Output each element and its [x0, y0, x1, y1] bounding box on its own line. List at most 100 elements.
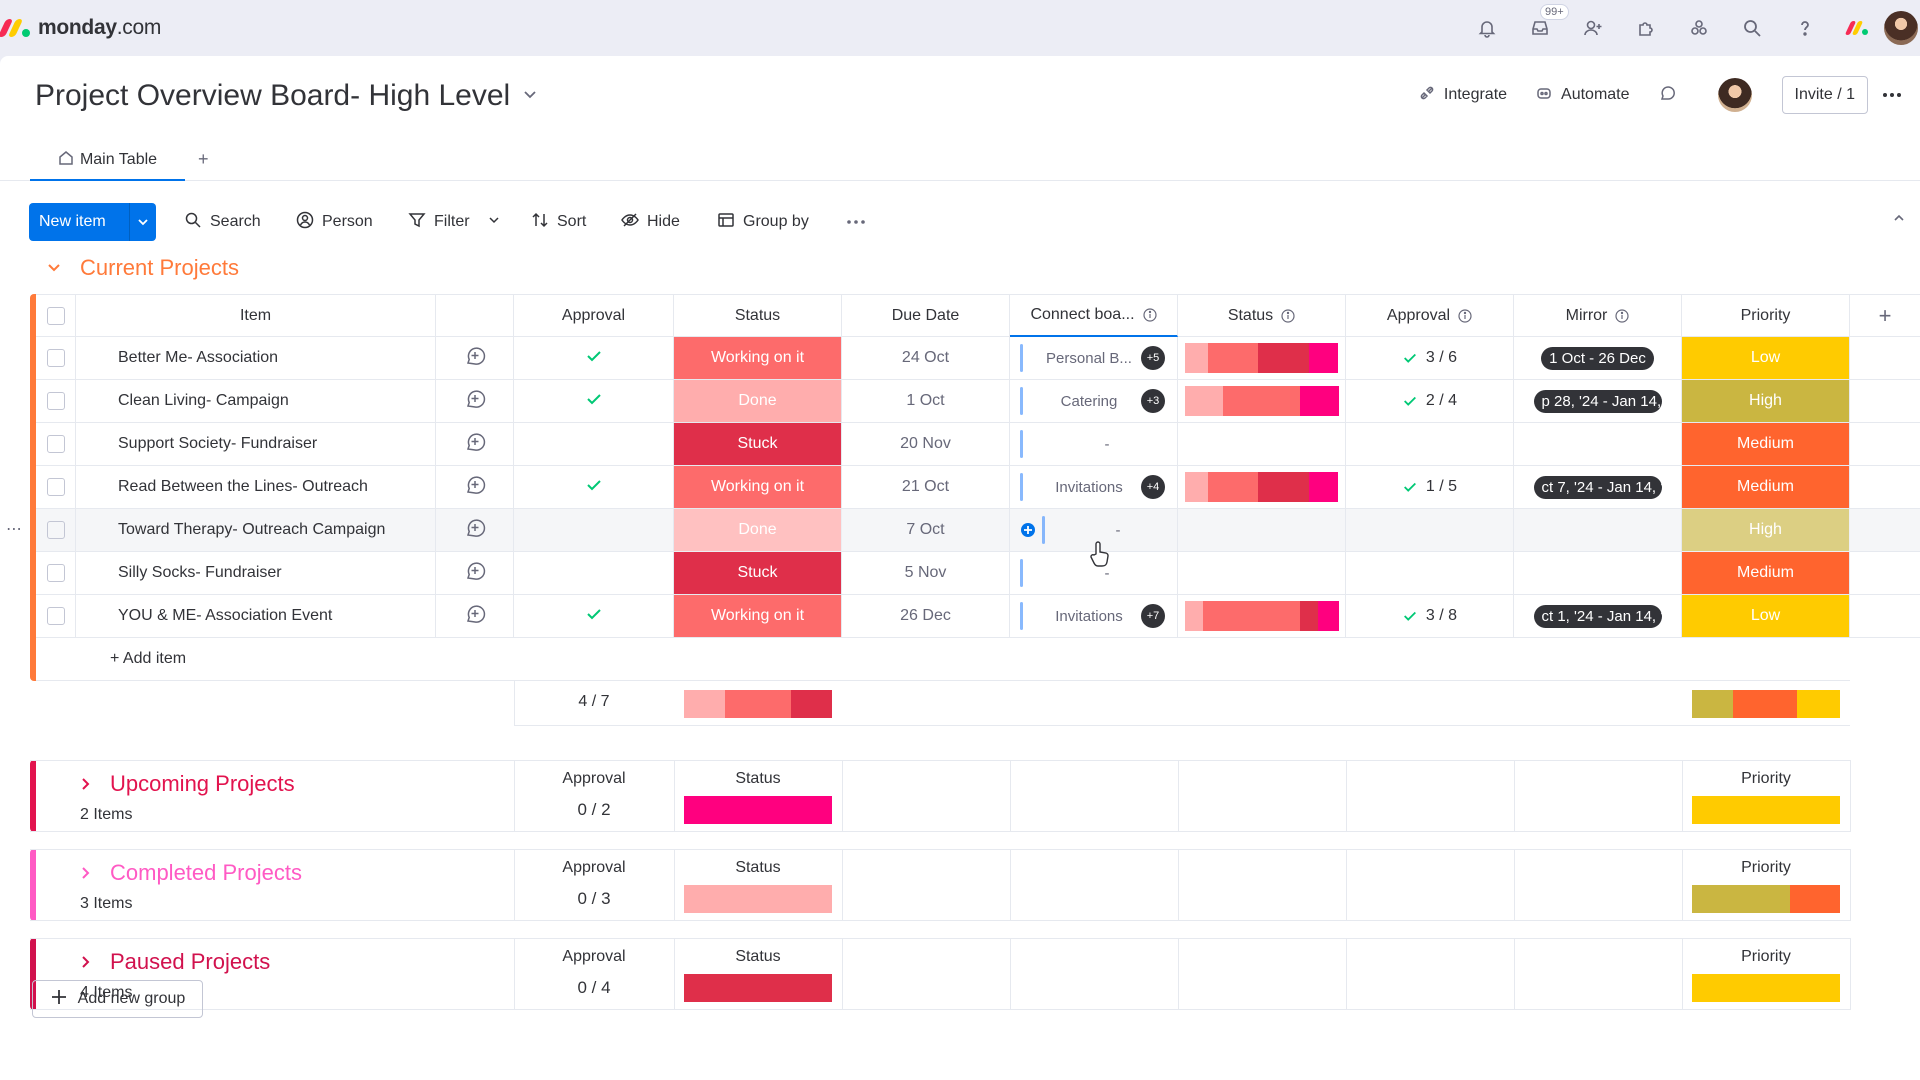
- row-checkbox[interactable]: [46, 478, 65, 496]
- add-update-icon[interactable]: [464, 431, 486, 458]
- sort-button[interactable]: Sort: [531, 203, 586, 241]
- cell-priority[interactable]: Medium: [1682, 552, 1850, 595]
- cell-add[interactable]: [1850, 380, 1920, 423]
- cell-due[interactable]: 5 Nov: [842, 552, 1010, 595]
- row-checkbox[interactable]: [46, 435, 65, 453]
- column-header-approval2[interactable]: Approval: [1346, 294, 1514, 337]
- cell-connect[interactable]: -: [1010, 509, 1178, 552]
- chevron-down-icon[interactable]: [46, 255, 62, 281]
- cell-item[interactable]: Read Between the Lines- Outreach: [76, 466, 436, 509]
- item-name[interactable]: Silly Socks- Fundraiser: [118, 564, 282, 581]
- cell-item[interactable]: YOU & ME- Association Event: [76, 595, 436, 638]
- item-name[interactable]: Support Society- Fundraiser: [118, 435, 318, 452]
- cell-cb[interactable]: [36, 380, 76, 423]
- info-icon[interactable]: [1615, 308, 1629, 323]
- cell-mirror[interactable]: 1 Oct - 26 Dec: [1514, 337, 1682, 380]
- group-title[interactable]: Current Projects: [80, 255, 239, 280]
- cell-mirror[interactable]: [1514, 423, 1682, 466]
- person-filter-button[interactable]: Person: [296, 203, 373, 241]
- chevron-down-icon[interactable]: [522, 86, 538, 107]
- cell-priority[interactable]: High: [1682, 509, 1850, 552]
- cell-priority[interactable]: High: [1682, 380, 1850, 423]
- invite-button[interactable]: Invite / 1: [1781, 76, 1868, 114]
- more-options-icon[interactable]: [1882, 76, 1920, 114]
- cell-status2[interactable]: [1178, 337, 1346, 380]
- item-name[interactable]: Read Between the Lines- Outreach: [118, 478, 368, 495]
- monday-logo[interactable]: monday.com: [0, 16, 161, 40]
- group-header[interactable]: Paused Projects: [78, 949, 270, 975]
- cell-mirror[interactable]: p 28, '24 - Jan 14,: [1514, 380, 1682, 423]
- connected-item[interactable]: -: [1115, 521, 1121, 539]
- cell-upd[interactable]: [436, 423, 514, 466]
- cell-status[interactable]: Stuck: [674, 423, 842, 466]
- cell-item[interactable]: Better Me- Association: [76, 337, 436, 380]
- add-update-icon[interactable]: [464, 560, 486, 587]
- cell-upd[interactable]: [436, 337, 514, 380]
- cell-approval[interactable]: [514, 380, 674, 423]
- bell-icon[interactable]: [1460, 0, 1513, 56]
- chevron-right-icon[interactable]: [78, 777, 92, 791]
- cell-connect[interactable]: Invitations +7: [1010, 595, 1178, 638]
- collapse-header-icon[interactable]: [1892, 211, 1906, 230]
- cell-status[interactable]: Done: [674, 380, 842, 423]
- tab-main-table[interactable]: Main Table: [30, 141, 185, 181]
- cell-connect[interactable]: Catering +3: [1010, 380, 1178, 423]
- connected-count-badge[interactable]: +3: [1141, 389, 1165, 413]
- add-update-icon[interactable]: [464, 603, 486, 630]
- column-header-add[interactable]: +: [1850, 294, 1920, 337]
- add-new-group-button[interactable]: Add new group: [32, 980, 203, 1018]
- search-icon[interactable]: [1725, 0, 1778, 56]
- search-button[interactable]: Search: [184, 203, 261, 241]
- chevron-right-icon[interactable]: [78, 955, 92, 969]
- group-title[interactable]: Upcoming Projects: [110, 771, 295, 796]
- cell-status2[interactable]: [1178, 509, 1346, 552]
- help-icon[interactable]: [1778, 0, 1831, 56]
- info-icon[interactable]: [1281, 308, 1295, 323]
- cell-due[interactable]: 20 Nov: [842, 423, 1010, 466]
- cell-add[interactable]: [1850, 552, 1920, 595]
- cell-approval2[interactable]: 3 / 6: [1346, 337, 1514, 380]
- cell-cb[interactable]: [36, 595, 76, 638]
- cell-approval2[interactable]: 1 / 5: [1346, 466, 1514, 509]
- cell-upd[interactable]: [436, 466, 514, 509]
- chevron-down-icon[interactable]: [488, 213, 500, 231]
- item-name[interactable]: Clean Living- Campaign: [118, 392, 289, 409]
- cell-priority[interactable]: Low: [1682, 595, 1850, 638]
- connected-item[interactable]: Catering: [1060, 392, 1118, 410]
- cell-mirror[interactable]: [1514, 509, 1682, 552]
- cell-connect[interactable]: -: [1010, 552, 1178, 595]
- connected-count-badge[interactable]: +5: [1141, 346, 1165, 370]
- add-update-icon[interactable]: [464, 388, 486, 415]
- more-toolbar-icon[interactable]: [846, 203, 866, 241]
- cell-status2[interactable]: [1178, 595, 1346, 638]
- cell-approval[interactable]: [514, 595, 674, 638]
- cell-mirror[interactable]: ct 1, '24 - Jan 14, '2: [1514, 595, 1682, 638]
- check-icon[interactable]: [585, 605, 603, 628]
- column-header-connect[interactable]: Connect boa...: [1010, 294, 1178, 337]
- cell-status2[interactable]: [1178, 423, 1346, 466]
- cell-item[interactable]: Toward Therapy- Outreach Campaign: [76, 509, 436, 552]
- group-header[interactable]: Completed Projects: [78, 860, 302, 886]
- add-item-label[interactable]: + Add item: [110, 650, 187, 667]
- mirror-timeline-chip[interactable]: ct 1, '24 - Jan 14, '2: [1533, 604, 1662, 628]
- cell-approval2[interactable]: [1346, 509, 1514, 552]
- cell-item[interactable]: Clean Living- Campaign: [76, 380, 436, 423]
- cell-upd[interactable]: [436, 552, 514, 595]
- cell-connect[interactable]: Invitations +4: [1010, 466, 1178, 509]
- cell-due[interactable]: 26 Dec: [842, 595, 1010, 638]
- automate-button[interactable]: Automate: [1521, 76, 1643, 114]
- item-name[interactable]: YOU & ME- Association Event: [118, 607, 333, 624]
- cell-approval2[interactable]: 3 / 8: [1346, 595, 1514, 638]
- cell-due[interactable]: 21 Oct: [842, 466, 1010, 509]
- check-icon[interactable]: [585, 347, 603, 370]
- cell-connect[interactable]: Personal B... +5: [1010, 337, 1178, 380]
- column-header-item[interactable]: Item: [76, 294, 436, 337]
- cell-add[interactable]: [1850, 337, 1920, 380]
- cell-due[interactable]: 24 Oct: [842, 337, 1010, 380]
- user-avatar[interactable]: [1884, 0, 1920, 56]
- cell-mirror[interactable]: ct 7, '24 - Jan 14, '2: [1514, 466, 1682, 509]
- cell-priority[interactable]: Medium: [1682, 423, 1850, 466]
- cell-status2[interactable]: [1178, 552, 1346, 595]
- integrate-button[interactable]: Integrate: [1404, 76, 1521, 114]
- plus-circle-icon[interactable]: [1020, 522, 1036, 538]
